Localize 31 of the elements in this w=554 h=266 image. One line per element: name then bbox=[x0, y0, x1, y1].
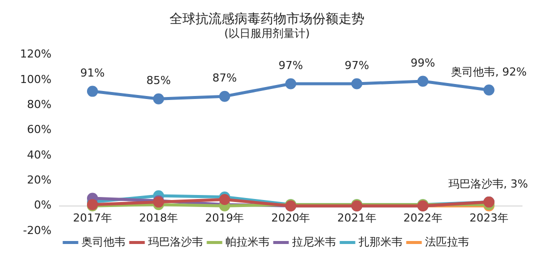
chart-title: 全球抗流感病毒药物市场份额走势 bbox=[170, 11, 364, 28]
y-tick-label: 20% bbox=[26, 174, 52, 187]
x-tick-label: 2017年 bbox=[72, 211, 112, 224]
legend-label: 法匹拉韦 bbox=[425, 235, 469, 248]
x-tick-label: 2021年 bbox=[337, 211, 376, 224]
chart-subtitle: (以日服用剂量计) bbox=[224, 27, 310, 40]
y-tick-label: 120% bbox=[20, 48, 52, 61]
data-label: 99% bbox=[410, 56, 436, 70]
y-tick-label: 40% bbox=[26, 148, 52, 162]
data-label: 87% bbox=[212, 72, 237, 85]
y-tick-label: 80% bbox=[26, 98, 52, 111]
data-label: 97% bbox=[344, 59, 370, 72]
x-tick-label: 2023年 bbox=[469, 211, 508, 224]
data-label: 奥司他韦, 92% bbox=[451, 65, 527, 78]
y-tick-label: 60% bbox=[26, 123, 52, 136]
x-tick-label: 2019年 bbox=[205, 211, 244, 224]
x-tick-label: 2022年 bbox=[403, 211, 442, 224]
data-label: 85% bbox=[146, 74, 171, 88]
legend-label: 拉尼米韦 bbox=[292, 235, 336, 248]
y-tick-label: -20% bbox=[23, 224, 52, 237]
data-label: 91% bbox=[80, 66, 105, 80]
data-label: 97% bbox=[278, 59, 303, 72]
x-tick-label: 2020年 bbox=[271, 211, 310, 224]
x-tick-label: 2018年 bbox=[139, 211, 178, 224]
y-tick-label: 100% bbox=[20, 72, 52, 86]
legend-label: 玛巴洛沙韦 bbox=[148, 235, 203, 248]
legend-label: 扎那米韦 bbox=[358, 235, 402, 248]
y-tick-label: 0% bbox=[34, 198, 52, 212]
legend-label: 奥司他韦 bbox=[82, 235, 126, 248]
legend-label: 帕拉米韦 bbox=[226, 235, 270, 248]
data-label: 玛巴洛沙韦, 3% bbox=[448, 177, 528, 190]
